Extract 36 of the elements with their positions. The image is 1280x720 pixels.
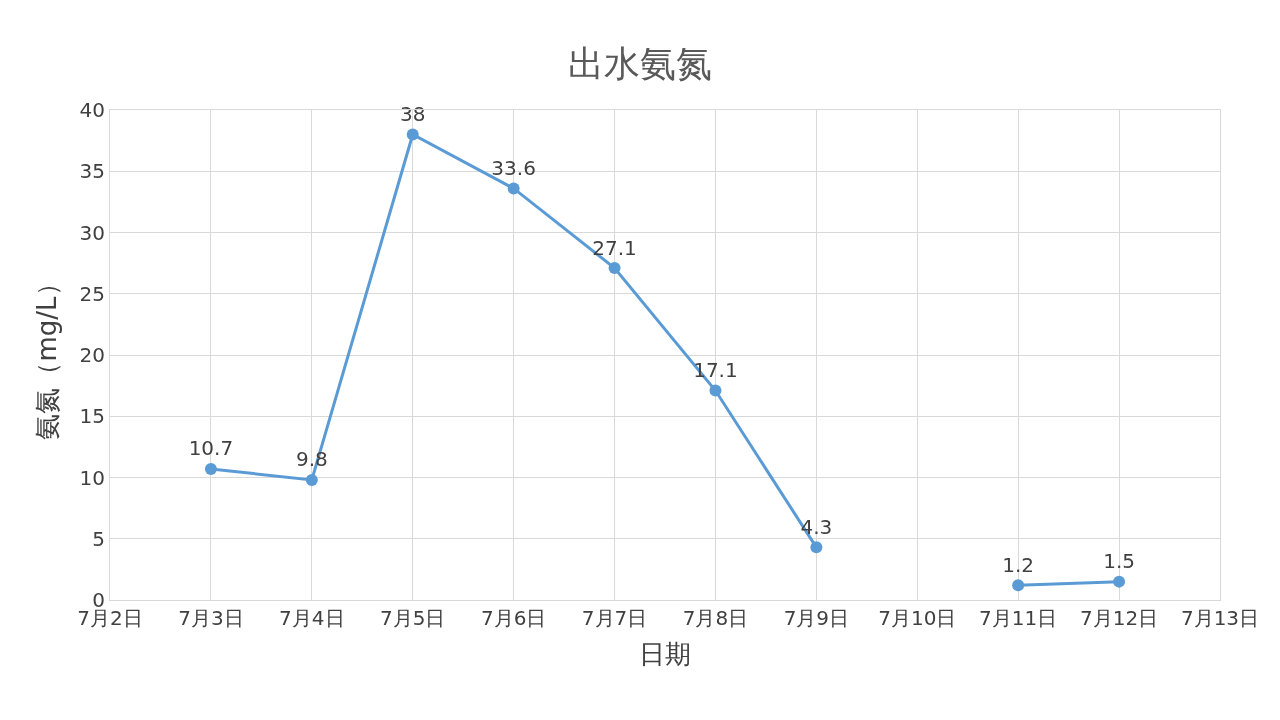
data-label: 10.7: [188, 436, 234, 461]
x-tick-label: 7月4日: [279, 606, 345, 630]
data-label: 27.1: [592, 235, 637, 260]
data-label: 1.2: [1002, 552, 1035, 577]
x-tick-label: 7月5日: [380, 606, 446, 630]
point: [608, 262, 621, 275]
x-axis-title: 日期: [639, 638, 691, 669]
x-tick-label: 7月7日: [581, 606, 648, 630]
y-tick-label: 25: [79, 281, 105, 306]
point: [507, 182, 520, 195]
point: [406, 128, 419, 141]
data-label: 33.6: [491, 155, 536, 180]
point: [204, 462, 217, 475]
x-tick-label: 7月6日: [480, 606, 547, 630]
x-tick-label: 7月13日: [1180, 606, 1260, 630]
x-tick-label: 7月3日: [178, 606, 244, 630]
data-label: 1.5: [1103, 549, 1135, 574]
y-tick-label: 5: [92, 526, 105, 551]
x-tick-label: 7月8日: [682, 606, 749, 630]
x-tick-label: 7月11日: [979, 606, 1058, 630]
point: [810, 541, 823, 554]
x-tick-label: 7月9日: [783, 606, 850, 630]
y-tick-label: 10: [79, 465, 105, 490]
y-tick-label: 20: [79, 343, 105, 367]
y-tick-label: 30: [79, 220, 105, 245]
chart-title: 出水氨氮: [568, 42, 712, 84]
point: [709, 384, 722, 397]
y-tick-label: 40: [79, 98, 105, 122]
y-tick-label: 15: [79, 404, 105, 429]
point: [1113, 575, 1126, 588]
point: [305, 473, 318, 486]
x-tick-label: 7月12日: [1080, 606, 1159, 630]
point: [1012, 579, 1025, 592]
y-tick-label: 35: [79, 159, 105, 184]
x-tick-label: 7月10日: [878, 606, 957, 630]
y-axis-title: 氨氮（mg/L）: [31, 270, 62, 440]
